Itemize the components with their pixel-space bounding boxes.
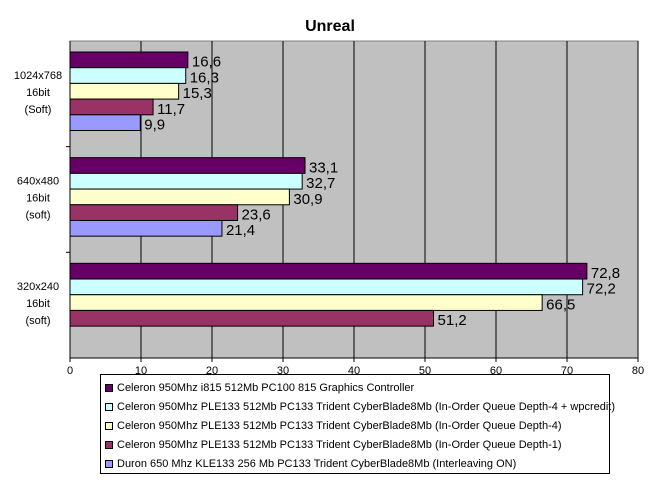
data-label: 16,6 bbox=[192, 54, 221, 71]
bar bbox=[69, 309, 435, 327]
bar bbox=[69, 67, 187, 84]
legend-item: Celeron 950Mhz PLE133 512Mb PC133 Triden… bbox=[105, 397, 615, 416]
legend-item: Duron 650 Mhz KLE133 256 Mb PC133 Triden… bbox=[105, 454, 609, 473]
legend-swatch bbox=[105, 459, 113, 468]
legend-swatch bbox=[105, 383, 113, 392]
category-label: (Soft) bbox=[25, 104, 52, 116]
legend-label: Celeron 950Mhz PLE133 512Mb PC133 Triden… bbox=[117, 400, 616, 413]
bar bbox=[69, 204, 239, 221]
data-label: 32,7 bbox=[306, 175, 335, 192]
bar bbox=[69, 278, 584, 296]
x-tick-label: 0 bbox=[67, 365, 73, 377]
data-label: 30,9 bbox=[293, 191, 322, 208]
data-label: 72,2 bbox=[587, 281, 616, 298]
data-label: 11,7 bbox=[157, 101, 185, 118]
bar bbox=[69, 157, 306, 174]
data-label: 33,1 bbox=[309, 159, 338, 176]
legend-label: Celeron 950Mhz PLE133 512Mb PC133 Triden… bbox=[117, 419, 562, 432]
data-label: 51,2 bbox=[438, 312, 467, 329]
data-label: 9,9 bbox=[144, 117, 165, 134]
legend-label: Celeron 950Mhz PLE133 512Mb PC133 Triden… bbox=[117, 438, 562, 451]
data-label: 21,4 bbox=[226, 222, 255, 239]
legend-label: Duron 650 Mhz KLE133 256 Mb PC133 Triden… bbox=[117, 457, 517, 470]
legend-swatch bbox=[105, 402, 113, 411]
bar bbox=[69, 172, 303, 190]
legend-swatch bbox=[105, 421, 113, 430]
data-label: 16,3 bbox=[190, 69, 219, 86]
bar bbox=[69, 51, 189, 69]
chart-title: Unreal bbox=[305, 18, 355, 35]
bar bbox=[69, 188, 290, 206]
bar bbox=[69, 114, 141, 132]
data-label: 72,8 bbox=[591, 265, 620, 282]
category-label: (soft) bbox=[25, 210, 50, 222]
legend-item: Celeron 950Mhz PLE133 512Mb PC133 Triden… bbox=[105, 416, 609, 435]
legend-item: Celeron 950Mhz i815 512Mb PC100 815 Grap… bbox=[105, 378, 609, 397]
bar bbox=[69, 294, 543, 311]
legend-label: Celeron 950Mhz i815 512Mb PC100 815 Grap… bbox=[117, 381, 415, 394]
category-label: 16bit bbox=[26, 193, 50, 205]
category-label: 640x480 bbox=[17, 176, 59, 188]
data-label: 15,3 bbox=[183, 85, 212, 102]
legend: Celeron 950Mhz i815 512Mb PC100 815 Grap… bbox=[100, 374, 615, 474]
category-label: 16bit bbox=[26, 298, 50, 310]
category-label: 320x240 bbox=[17, 281, 59, 293]
bar bbox=[69, 262, 588, 280]
data-label: 66,5 bbox=[546, 296, 575, 313]
category-label: (soft) bbox=[25, 315, 50, 327]
category-label: 16bit bbox=[26, 87, 50, 99]
category-label: 1024x768 bbox=[14, 70, 62, 82]
bar bbox=[69, 82, 180, 100]
legend-item: Celeron 950Mhz PLE133 512Mb PC133 Triden… bbox=[105, 435, 609, 454]
bar bbox=[69, 98, 154, 116]
data-label: 23,6 bbox=[242, 206, 271, 223]
legend-swatch bbox=[105, 440, 113, 449]
bar bbox=[69, 219, 223, 237]
x-tick-label: 80 bbox=[632, 365, 644, 377]
